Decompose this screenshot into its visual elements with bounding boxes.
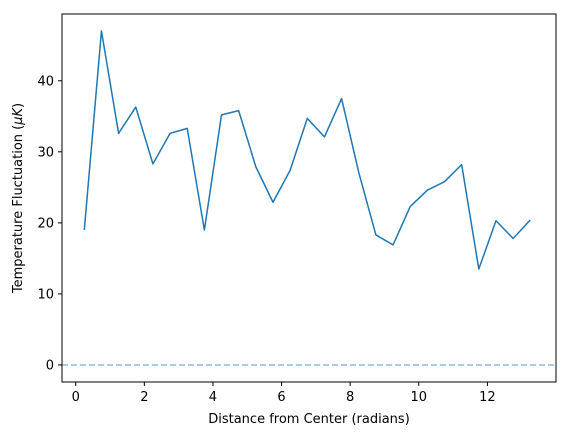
y-axis-label-prefix: Temperature Fluctuation ( bbox=[11, 125, 26, 294]
y-axis-label: Temperature Fluctuation (μK) bbox=[11, 103, 26, 294]
y-tick-label: 10 bbox=[37, 287, 54, 302]
series-layer bbox=[83, 30, 531, 270]
x-tick-label: 0 bbox=[72, 390, 80, 405]
y-axis-label-unit: K bbox=[11, 106, 26, 116]
x-tick-label: 4 bbox=[209, 390, 217, 405]
y-tick-label: 40 bbox=[37, 74, 54, 89]
plot-frame bbox=[61, 13, 557, 383]
plot-area bbox=[62, 14, 556, 382]
x-axis-label: Distance from Center (radians) bbox=[208, 412, 410, 427]
x-tick-label: 10 bbox=[411, 390, 428, 405]
x-tick-label: 12 bbox=[479, 390, 496, 405]
y-tick-label: 30 bbox=[37, 145, 54, 160]
series-line bbox=[83, 30, 531, 270]
x-tick-label: 6 bbox=[277, 390, 285, 405]
y-tick-label: 0 bbox=[46, 358, 54, 373]
y-axis-label-suffix: ) bbox=[11, 103, 26, 108]
x-tick-label: 8 bbox=[346, 390, 354, 405]
x-axis: 0 2 4 6 8 10 12 bbox=[72, 382, 496, 405]
x-tick-label: 2 bbox=[140, 390, 148, 405]
y-axis: 0 10 20 30 40 bbox=[37, 74, 62, 373]
y-tick-label: 20 bbox=[37, 216, 54, 231]
y-axis-label-mu: μ bbox=[11, 116, 26, 125]
